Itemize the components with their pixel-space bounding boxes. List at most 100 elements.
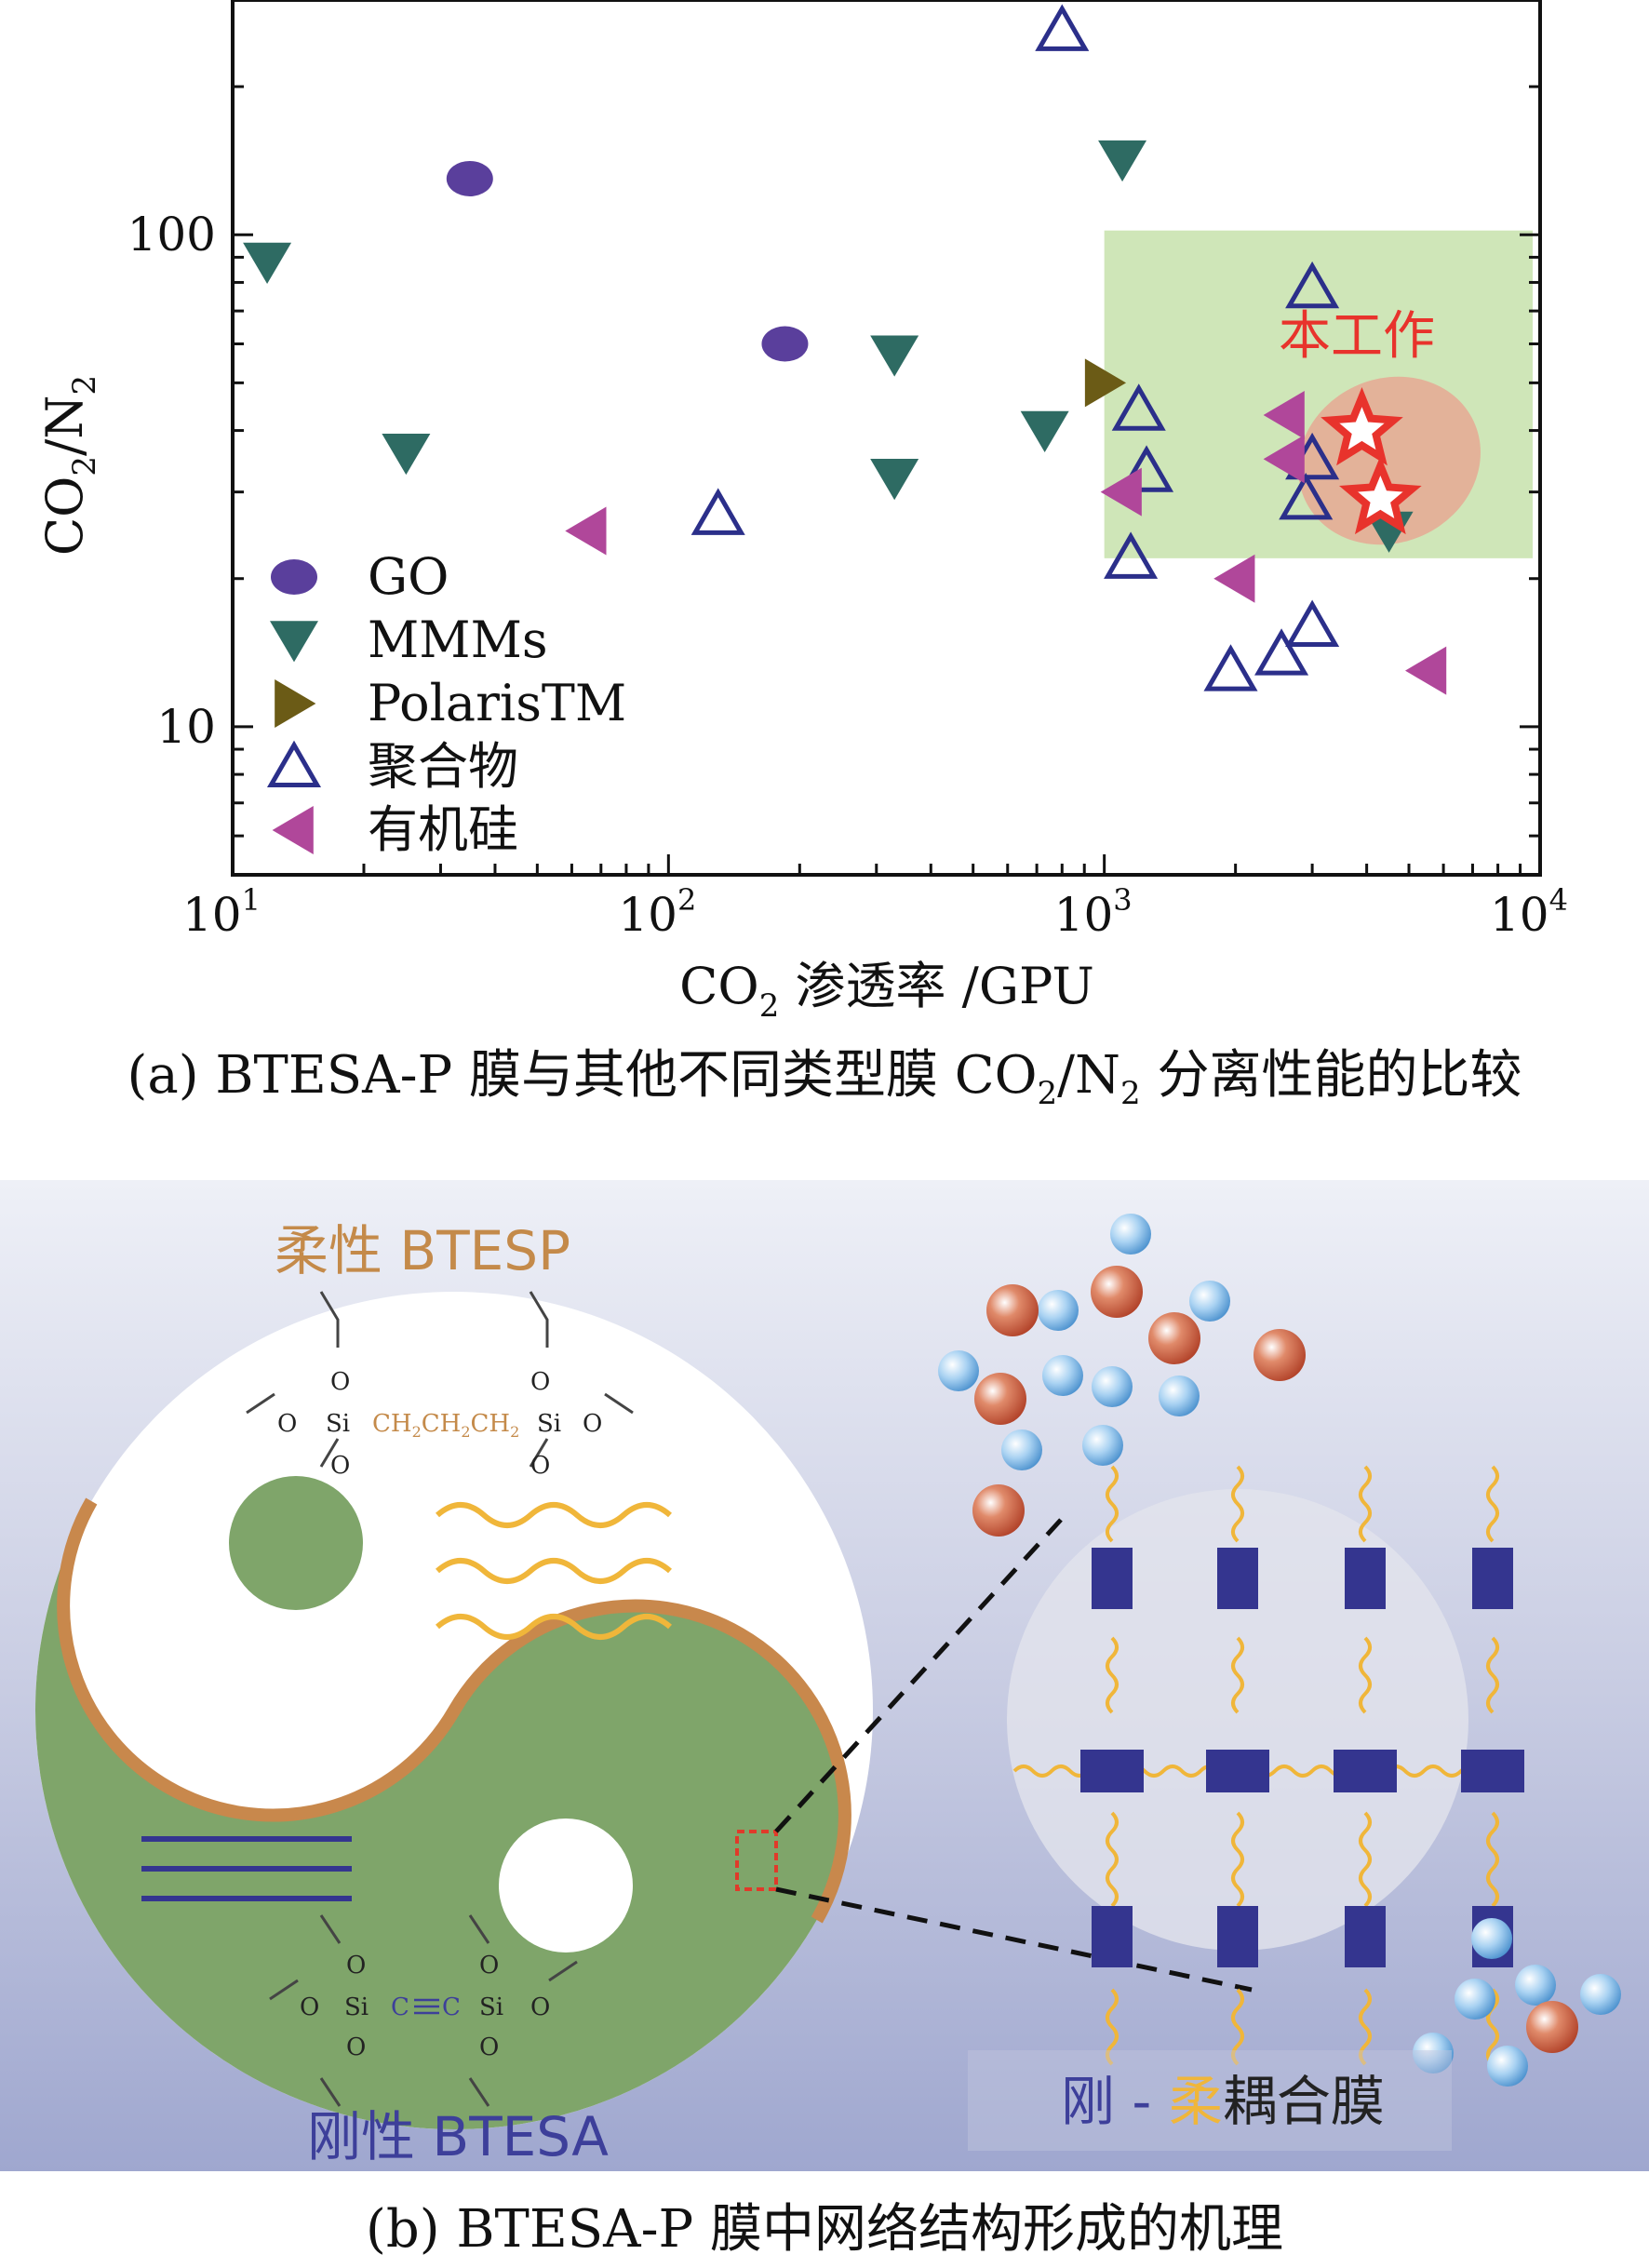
legend-label: 聚合物 [368,737,518,796]
data-point-有机硅 [1405,646,1447,695]
svg-text:O: O [346,2033,366,2061]
data-point-聚合物 [1035,4,1090,51]
svg-text:Si: Si [537,1410,561,1438]
vertical-wave [1359,1636,1372,1714]
x-tick-label: 101 [182,882,261,942]
y-tick-label: 10 [156,700,216,754]
legend-label: 有机硅 [368,800,518,859]
vertical-wave [1106,1636,1119,1714]
svg-text:O: O [530,1368,550,1396]
n2-molecule [1471,1918,1512,1959]
svg-text:O: O [277,1410,297,1438]
legend-marker [270,621,318,663]
data-point-聚合物 [1254,628,1309,676]
rigid-block [1217,1548,1258,1609]
data-point-有机硅 [1263,390,1305,439]
vertical-wave [1359,1811,1372,1908]
data-point-聚合物 [1285,261,1340,309]
y-tick-label: 100 [127,208,216,262]
vertical-wave [1486,1811,1499,1908]
data-point-PolarisTM [1084,358,1127,408]
caption-a: (a) BTESA-P 膜与其他不同类型膜 CO2/N2 分离性能的比较 [127,1045,1522,1113]
data-point-聚合物 [1279,473,1334,520]
rigid-block [1345,1548,1386,1609]
n2-molecule [1038,1290,1079,1331]
data-point-MMMs [243,242,292,284]
legend-marker [275,679,316,728]
x-tick-labels: 101 102 103 104 [182,882,1568,942]
svg-text:O: O [530,1452,550,1480]
zoom-lines [774,1518,1253,1993]
vertical-wave [1231,1988,1244,2066]
legend-marker [272,806,314,854]
vertical-wave [1359,1988,1372,2066]
legend-label: GO [368,547,449,606]
membrane-zoom [1007,1465,1524,2066]
data-point-聚合物 [1119,445,1174,492]
svg-text:C: C [442,1993,461,2021]
data-point-MMMs [1098,140,1147,182]
vertical-wave [1106,1465,1119,1543]
co2-molecule [1526,2001,1578,2053]
rigid-label: 刚性 BTESA [307,2105,609,2168]
svg-text:O: O [479,2033,499,2061]
plot-frame [231,0,1542,877]
n2-molecule [1580,1974,1621,2015]
n2-molecule [1189,1281,1230,1322]
legend-label: PolarisTM [368,674,626,732]
rigid-block [1461,1750,1524,1792]
n2-molecule [1092,1366,1133,1407]
data-point-聚合物 [1104,531,1159,579]
x-tick-label: 102 [618,882,696,942]
n2-molecule [1455,1979,1495,2020]
highlight-label: 本工作 [1279,306,1435,367]
data-point-MMMs [870,459,919,501]
data-point-聚合物 [690,488,745,535]
rigid-block [1092,1906,1133,1967]
data-point-GO [446,160,493,196]
data-point-聚合物 [1111,383,1166,431]
svg-text:Si: Si [326,1410,350,1438]
rigid-block [1334,1750,1397,1792]
rigid-block [1080,1750,1144,1792]
rigid-lines [141,1836,352,1901]
x-tick-label: 104 [1490,882,1568,942]
zoom-region-box [735,1830,778,1891]
svg-text:O: O [530,1993,550,2021]
co2-molecule [1254,1329,1306,1381]
vertical-wave [1231,1811,1244,1908]
x-tick-label: 103 [1054,882,1133,942]
n2-molecule [1082,1425,1123,1466]
svg-text:O: O [330,1368,350,1396]
rigid-block [1472,1548,1513,1609]
data-point-MMMs [1020,410,1069,452]
n2-molecule [1110,1214,1151,1255]
svg-text:C: C [391,1993,409,2021]
n2-molecule [1413,2033,1454,2073]
n2-molecule [1515,1965,1556,2006]
vertical-wave [1106,1811,1119,1908]
flexible-molecule: O O O O O O Si Si CH2CH2CH2 [246,1291,634,1480]
y-axis-label: CO2/N2 [35,375,103,556]
rigid-block [1092,1548,1133,1609]
data-point-有机硅 [565,506,607,556]
gas-molecules [938,1214,1621,2087]
y-tick-labels: 10 100 [127,208,216,754]
n2-molecule [938,1350,979,1391]
svg-text:O: O [300,1993,319,2021]
data-point-本工作 [1339,455,1422,535]
svg-text:Si: Si [479,1993,503,2021]
n2-molecule [1487,2046,1528,2087]
co2-molecule [1091,1266,1143,1318]
vertical-wave [1486,1465,1499,1543]
data-point-MMMs [382,433,431,476]
data-point-聚合物 [1203,644,1258,691]
co2-molecule [974,1373,1026,1425]
vertical-wave [1231,1636,1244,1714]
legend-label: MMMs [368,611,548,669]
membrane-label: 刚 - 柔耦合膜 [1061,2070,1385,2133]
co2-molecule [972,1484,1025,1537]
x-axis-label: CO2 渗透率 /GPU [679,957,1094,1025]
vertical-wave [1486,1636,1499,1714]
